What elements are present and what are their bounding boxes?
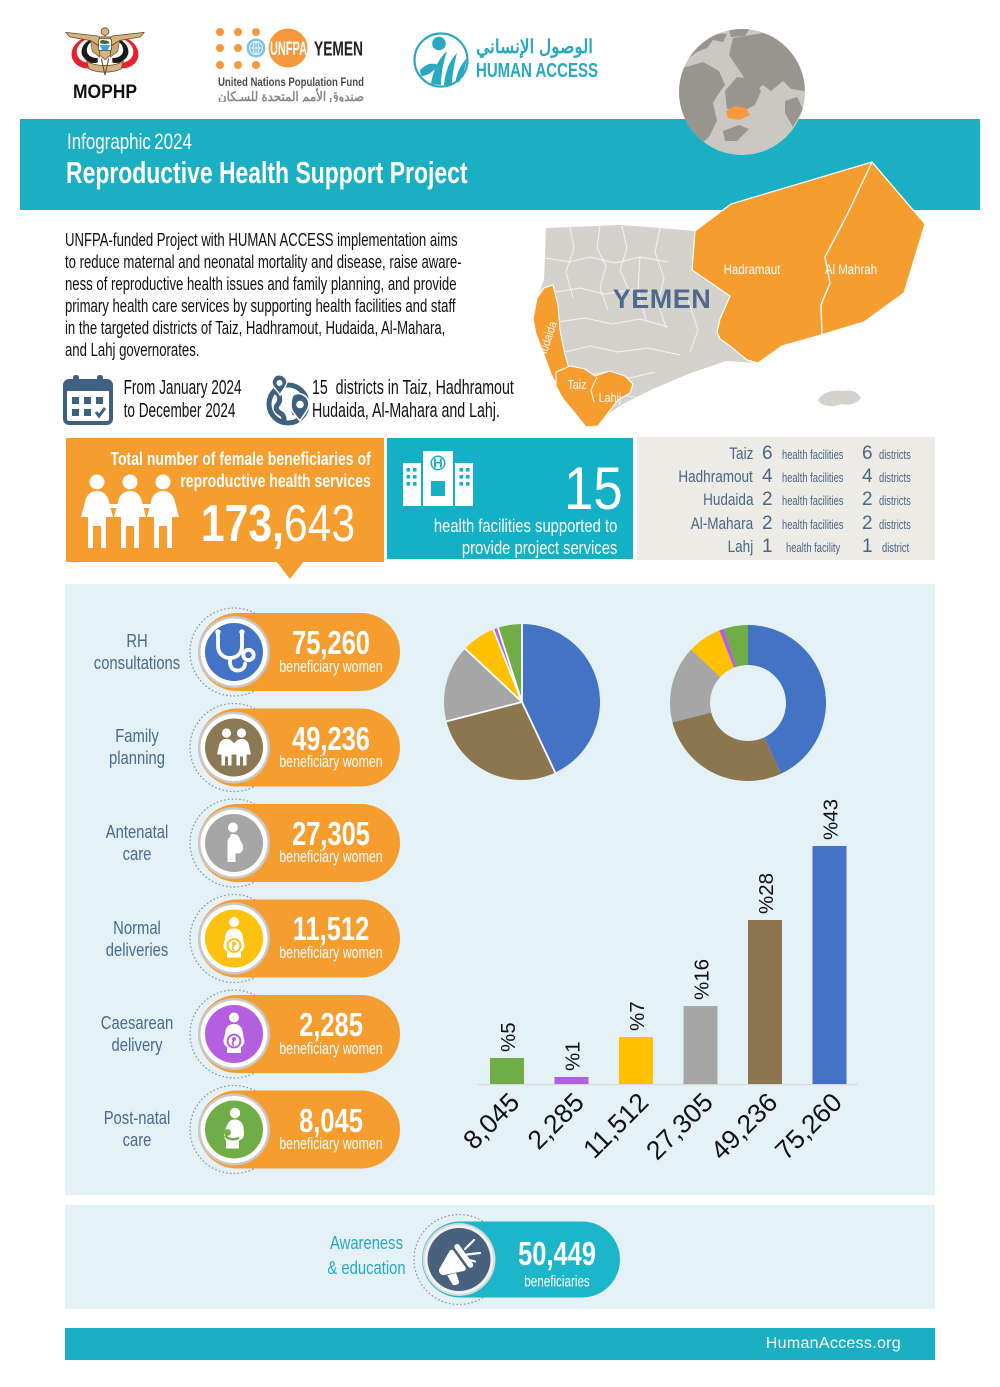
svg-text:HUMAN ACCESS: HUMAN ACCESS [476, 60, 598, 82]
svg-text:& education: & education [327, 1257, 405, 1278]
svg-text:%43: %43 [820, 799, 843, 840]
svg-text:Awareness: Awareness [330, 1232, 403, 1253]
svg-text:%16: %16 [691, 959, 714, 1000]
svg-text:Al Mahrah: Al Mahrah [825, 262, 877, 277]
svg-text:49,236: 49,236 [705, 1087, 784, 1166]
svg-text:الوصول الإنساني: الوصول الإنساني [476, 37, 593, 59]
svg-text:H: H [433, 456, 442, 471]
svg-text:YEMEN: YEMEN [314, 39, 363, 61]
svg-text:Lahij: Lahij [599, 391, 621, 405]
svg-text:%7: %7 [626, 1001, 649, 1031]
svg-text:27,305: 27,305 [640, 1087, 719, 1166]
svg-text:%5: %5 [497, 1022, 520, 1052]
svg-text:50,449: 50,449 [518, 1236, 596, 1273]
svg-text:8,045: 8,045 [457, 1087, 525, 1155]
svg-text:11,512: 11,512 [577, 1087, 654, 1164]
svg-text:صندوق الأمم المتحدة للسـكان: صندوق الأمم المتحدة للسـكان [218, 88, 364, 102]
svg-text:beneficiaries: beneficiaries [524, 1272, 590, 1290]
svg-text:UNFPA: UNFPA [270, 39, 307, 60]
svg-text:YEMEN: YEMEN [613, 284, 712, 314]
svg-text:%28: %28 [755, 873, 778, 914]
svg-text:Hadramaut: Hadramaut [724, 262, 781, 277]
svg-text:Taiz: Taiz [568, 378, 587, 392]
svg-text:%1: %1 [562, 1041, 585, 1071]
svg-text:75,260: 75,260 [769, 1087, 848, 1166]
svg-text:United Nations Population Fund: United Nations Population Fund [218, 77, 364, 89]
